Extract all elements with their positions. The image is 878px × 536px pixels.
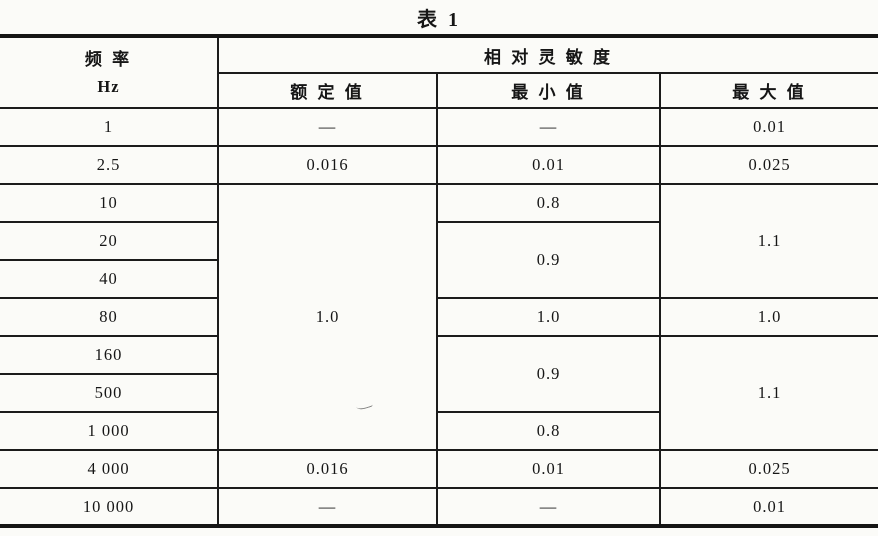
value-cell: 1.0 (436, 297, 661, 337)
frequency-cell: 40 (0, 259, 219, 299)
value-cell: 1.0 (658, 297, 878, 337)
frequency-cell: 4 000 (0, 449, 219, 489)
frequency-cell: 160 (0, 335, 219, 375)
frequency-unit-label: Hz (97, 77, 120, 97)
frequency-label: 频 率 (84, 49, 133, 69)
value-cell: 0.01 (436, 449, 661, 489)
frequency-cell: 500 (0, 373, 219, 413)
table-row: 2.5 0.016 0.01 0.025 (0, 145, 878, 185)
value-cell: — (436, 107, 661, 147)
table-row: 80 1.0 1.0 (0, 297, 878, 337)
value-cell: 0.025 (658, 145, 878, 185)
value-cell: — (217, 107, 438, 147)
value-cell: 0.01 (658, 107, 878, 147)
value-cell: — (217, 487, 438, 528)
frequency-cell: 1 (0, 107, 219, 147)
value-cell: 0.01 (658, 487, 878, 528)
relative-sensitivity-table: 频 率 Hz 相 对 灵 敏 度 额 定 值 最 小 值 最 大 值 1 — —… (0, 34, 878, 528)
header-rated-value: 额 定 值 (217, 72, 438, 109)
value-cell-merged: 0.9 (436, 335, 661, 413)
frequency-cell: 2.5 (0, 145, 219, 185)
value-cell: 0.8 (436, 183, 661, 223)
header-relative-sensitivity: 相 对 灵 敏 度 (216, 34, 878, 74)
frequency-cell: 10 000 (0, 487, 219, 528)
table-row: 10 000 — — 0.01 (0, 487, 878, 528)
table-row: 4 000 0.016 0.01 0.025 (0, 449, 878, 489)
table-row: 1 000 0.8 (0, 411, 878, 451)
header-min-value: 最 小 值 (436, 72, 661, 109)
frequency-cell: 20 (0, 221, 219, 261)
value-cell: 0.016 (217, 145, 438, 185)
header-frequency: 频 率 Hz (0, 34, 219, 109)
header-max-value: 最 大 值 (658, 72, 878, 109)
table-row: 40 (0, 259, 878, 299)
table-row: 500 (0, 373, 878, 413)
frequency-cell: 10 (0, 183, 219, 223)
table-row: 10 1.0 0.8 1.1 (0, 183, 878, 451)
value-cell: 0.016 (217, 449, 438, 489)
table-row: 1 — — 0.01 (0, 107, 878, 147)
frequency-cell: 1 000 (0, 411, 219, 451)
value-cell-merged: 1.1 (658, 183, 878, 299)
table-title: 表 1 (417, 9, 461, 31)
value-cell: 0.025 (658, 449, 878, 489)
value-cell-merged: 1.1 (658, 335, 878, 451)
table-row: 20 0.9 (0, 221, 878, 299)
value-cell-merged: 1.0 (217, 183, 438, 451)
value-cell: 0.01 (436, 145, 661, 185)
value-cell: 0.8 (436, 411, 661, 451)
frequency-cell: 80 (0, 297, 219, 337)
value-cell-merged: 0.9 (436, 221, 661, 299)
table-row: 160 0.9 1.1 (0, 335, 878, 451)
value-cell: — (436, 487, 661, 528)
